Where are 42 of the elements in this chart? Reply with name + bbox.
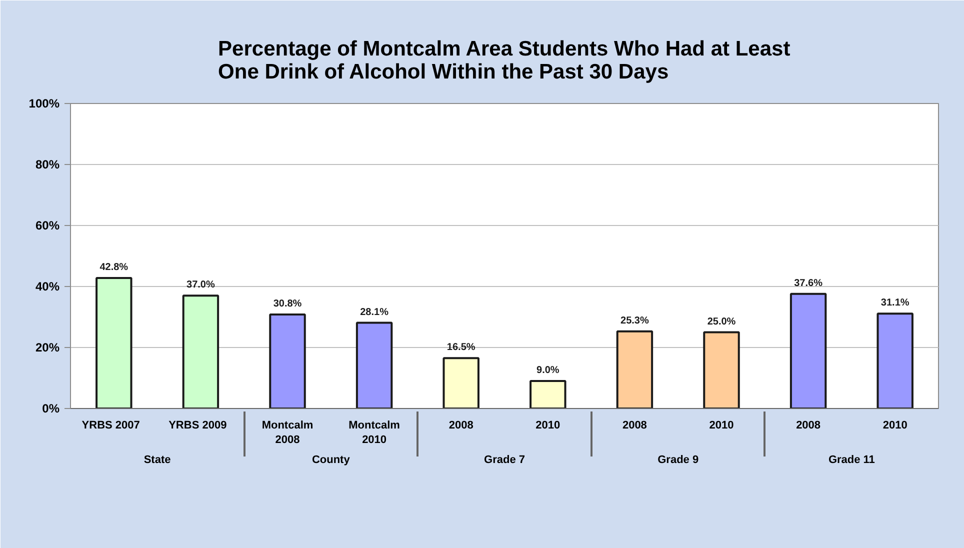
bar (356, 322, 393, 408)
y-tick-label: 100% (28, 96, 60, 110)
x-tick-label: YRBS 2007 (82, 420, 140, 432)
text: Grade 9 (658, 454, 699, 466)
data-label: 16.5% (446, 342, 476, 354)
y-tick-label: 80% (35, 158, 60, 172)
data-label: 25.0% (707, 316, 736, 328)
x-tick-label: 2008 (796, 420, 821, 432)
bar (530, 380, 566, 408)
x-tick-label: 2010 (709, 420, 734, 432)
bar (790, 292, 827, 408)
bar (616, 330, 654, 408)
x-tick-label: Montcalm 2010 (348, 420, 400, 446)
bar (442, 357, 480, 408)
x-tick-label: 2008 (622, 420, 647, 432)
text: Grade 7 (484, 454, 525, 466)
text: County (312, 454, 351, 466)
data-label: 25.3% (620, 315, 649, 326)
data-label: 37.6% (794, 278, 823, 289)
x-tick-label: 2010 (882, 420, 908, 432)
x-tick-label: Montcalm 2008 (262, 420, 314, 446)
bar (269, 314, 306, 408)
y-tick-label: 0% (42, 402, 60, 416)
data-label: 28.1% (360, 306, 389, 318)
data-label: 9.0% (536, 365, 560, 376)
y-tick-label: 40% (35, 280, 60, 294)
data-label: 30.8% (273, 298, 302, 310)
y-tick-label: 60% (35, 218, 60, 232)
data-label: 37.0% (186, 280, 215, 291)
data-label: 31.1% (880, 298, 910, 309)
data-label: 42.8% (100, 262, 128, 273)
x-tick-label: 2010 (536, 420, 560, 432)
x-tick-label: YRBS 2009 (168, 420, 227, 432)
text: State (144, 454, 171, 466)
bar (876, 312, 914, 408)
text: Grade 11 (828, 454, 875, 466)
bar (182, 294, 220, 408)
bar (96, 276, 132, 408)
chart-title: Percentage of Montcalm Area Students Who Had at Least One Drink of Alcohol Within the Past 30 Days (218, 38, 790, 84)
y-tick-label: 20% (35, 340, 60, 354)
x-tick-label: 2008 (448, 420, 474, 432)
bar (703, 331, 740, 408)
